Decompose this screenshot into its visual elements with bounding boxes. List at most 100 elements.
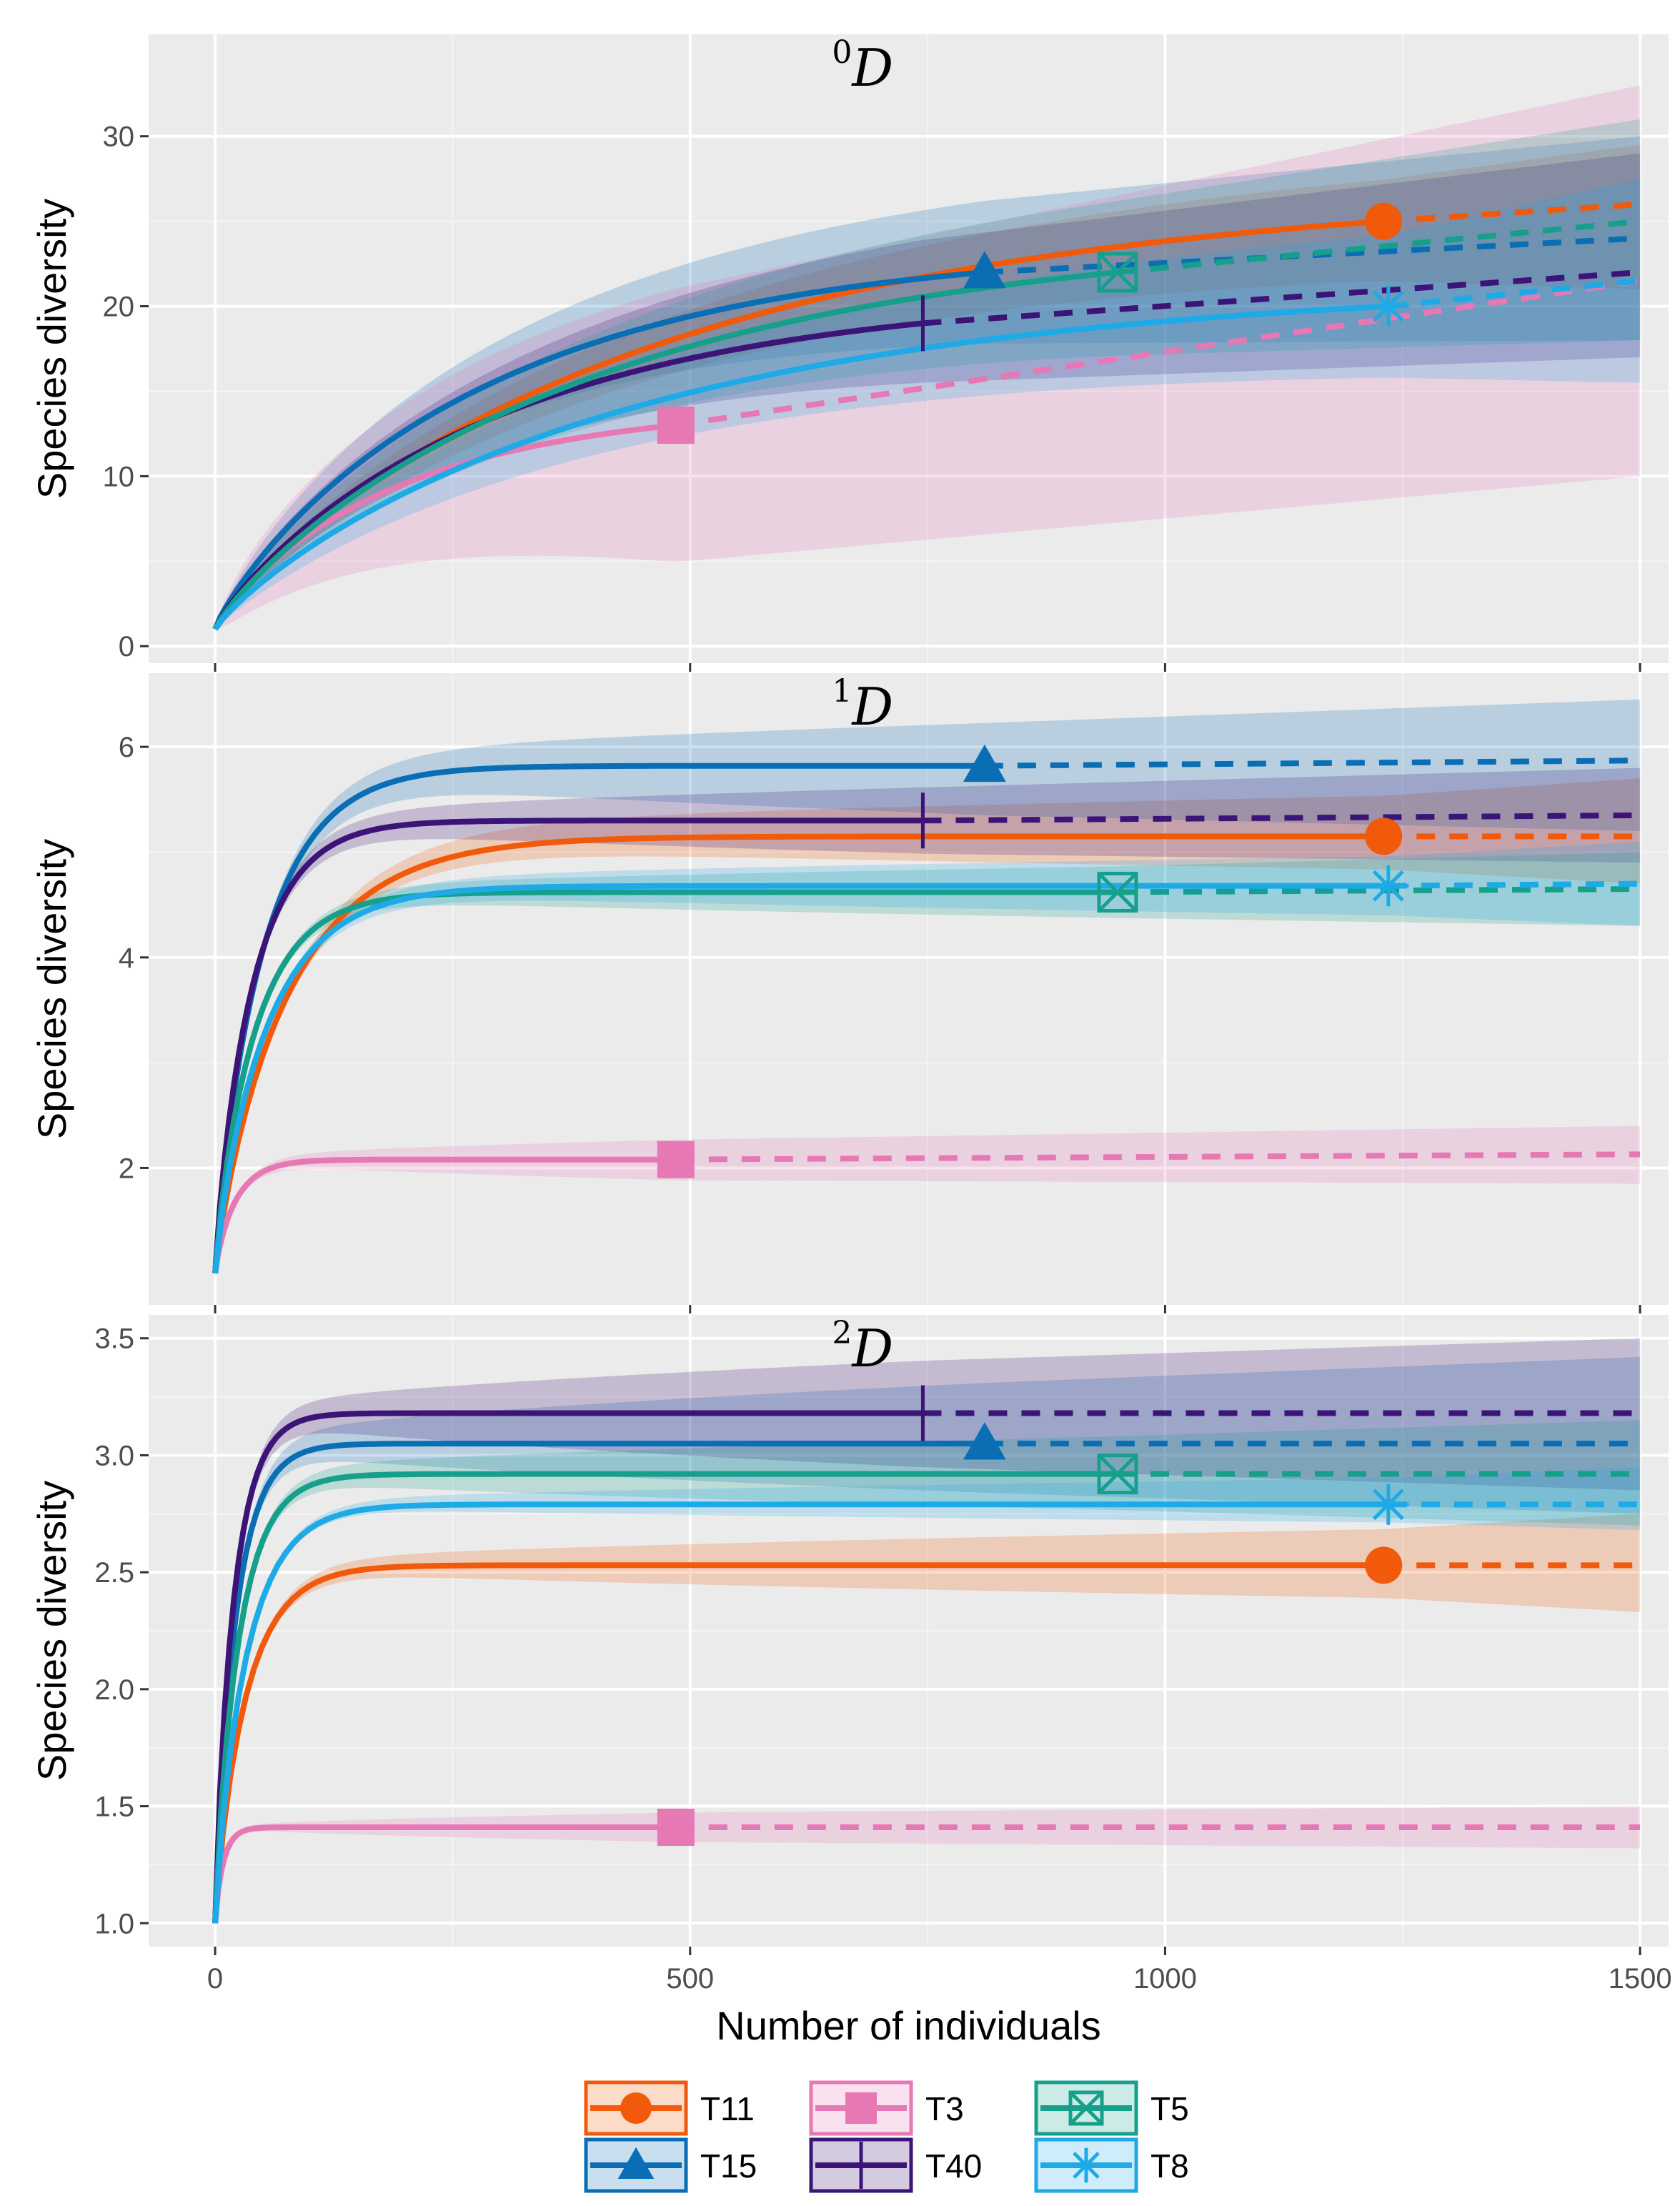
legend: T11 T3 T5 T15 T40 T8 [584, 2080, 1189, 2193]
legend-item-T15: T15 [584, 2137, 757, 2193]
legend-label: T5 [1150, 2090, 1189, 2127]
line-T15-extrapolated [984, 235, 1641, 275]
y-tick-label: 3.5 [94, 1323, 134, 1355]
legend-key-marker [617, 2147, 655, 2179]
marker-T11 [1365, 202, 1403, 240]
panel-1: 2 4 6 Species diversity 1 D [29, 673, 1669, 1313]
marker-T5 [1097, 252, 1138, 293]
marker-T5 [1097, 871, 1138, 913]
x-tick-label: 1500 [1609, 1963, 1672, 1994]
line-T8-interpolated [212, 303, 1389, 631]
y-tick-label: 10 [103, 461, 135, 492]
x-tick-label: 0 [207, 1963, 223, 1994]
x-axis-ticks [214, 1305, 1641, 1313]
curves [212, 201, 1641, 631]
band-T5 [215, 119, 1641, 630]
band-T11 [215, 144, 1641, 630]
line-T11-extrapolated [1383, 201, 1641, 224]
panel-title-order: 0 [832, 34, 852, 71]
x-tick-label: 500 [666, 1963, 714, 1994]
band-T40 [215, 1338, 1641, 1924]
panel-2: 1.0 1.5 2.0 2.5 3.0 3.5 Species diversity 2 D [29, 1315, 1669, 1955]
marker-T8 [1368, 865, 1409, 907]
legend-key-marker [845, 2092, 877, 2124]
band-T3 [215, 85, 1641, 630]
marker-T3 [657, 1809, 695, 1847]
y-tick-label: 0 [119, 631, 134, 662]
major-grid [149, 673, 1669, 1305]
y-tick-label: 2.0 [94, 1674, 134, 1706]
marker-T8-ray [1372, 1489, 1404, 1521]
legend-item-T8: T8 [1034, 2137, 1189, 2193]
line-T15-interpolated [212, 269, 988, 630]
line-T3-extrapolated [675, 1151, 1641, 1163]
marker-T5-box [1097, 871, 1138, 913]
markers [657, 202, 1409, 444]
line-T11-interpolated [212, 1562, 1384, 1924]
line-T40-interpolated [212, 818, 923, 1274]
band-T15 [215, 1356, 1641, 1924]
y-tick-label: 2 [119, 1153, 134, 1184]
line-T40-interpolated [212, 320, 923, 631]
y-axis: 2 4 6 Species diversity [29, 732, 149, 1184]
markers [657, 1385, 1409, 1847]
panel-title-letter: D [850, 1318, 893, 1378]
marker-T5-cross-b [1098, 872, 1138, 913]
band-T3 [215, 1126, 1641, 1273]
line-T5-interpolated [212, 889, 1118, 1274]
legend-item-T40: T40 [809, 2137, 982, 2193]
line-T8-interpolated [212, 1501, 1388, 1924]
band-T5 [215, 1420, 1641, 1924]
legend-key-marker-cross-b [1069, 2091, 1103, 2125]
line-T15-interpolated [212, 762, 988, 1274]
line-T5-extrapolated [1117, 886, 1641, 895]
legend-label: T8 [1150, 2147, 1189, 2185]
major-grid [149, 34, 1669, 663]
y-tick-label: 3.0 [94, 1440, 134, 1471]
legend-key-marker-box [1068, 2090, 1104, 2126]
y-tick-label: 20 [103, 292, 135, 323]
x-tick-label: 1000 [1133, 1963, 1197, 1994]
legend-item-T3: T3 [809, 2080, 964, 2136]
legend-key-marker [620, 2092, 652, 2124]
line-T3-interpolated [212, 1824, 676, 1924]
line-T15-interpolated [212, 1441, 988, 1924]
minor-grid [149, 673, 1669, 1305]
marker-T8-ray [1372, 870, 1404, 902]
band-T8 [215, 179, 1641, 630]
band-T11 [215, 778, 1641, 1273]
y-axis-title: Species diversity [29, 1481, 74, 1781]
marker-T5-box [1097, 252, 1138, 293]
legend-key-marker [1068, 2147, 1104, 2183]
legend-label: T3 [925, 2090, 964, 2127]
band-T3 [215, 1806, 1641, 1924]
curves [212, 757, 1641, 1274]
panel-title-order: 2 [832, 1315, 852, 1351]
y-tick-label: 6 [119, 732, 134, 763]
x-axis-title: Number of individuals [716, 2003, 1100, 2048]
legend-item-T11: T11 [584, 2080, 755, 2136]
line-T3-interpolated [212, 1156, 676, 1274]
x-axis-ticks [214, 663, 1641, 672]
marker-T5 [1097, 1454, 1138, 1495]
legend-key-marker-ray [1073, 2152, 1100, 2179]
marker-T15 [963, 251, 1006, 289]
marker-T8-ray [1372, 290, 1404, 322]
line-T5-extrapolated [1117, 218, 1641, 275]
markers [657, 744, 1409, 1178]
band-T11 [215, 1514, 1641, 1924]
marker-T15 [963, 744, 1006, 782]
line-T8-interpolated [212, 883, 1388, 1274]
legend-label: T15 [700, 2147, 757, 2185]
y-tick-label: 1.0 [94, 1908, 134, 1939]
legend-label: T40 [925, 2147, 982, 2185]
marker-T8 [1368, 1484, 1409, 1525]
line-T5-interpolated [212, 1471, 1118, 1924]
major-grid [149, 1315, 1669, 1947]
band-T5 [215, 852, 1641, 1273]
line-T11-interpolated [212, 833, 1384, 1274]
marker-T3 [657, 1141, 695, 1178]
legend-label: T11 [700, 2090, 755, 2127]
legend-key-marker [1068, 2090, 1104, 2126]
line-T8-extrapolated [1388, 880, 1641, 889]
